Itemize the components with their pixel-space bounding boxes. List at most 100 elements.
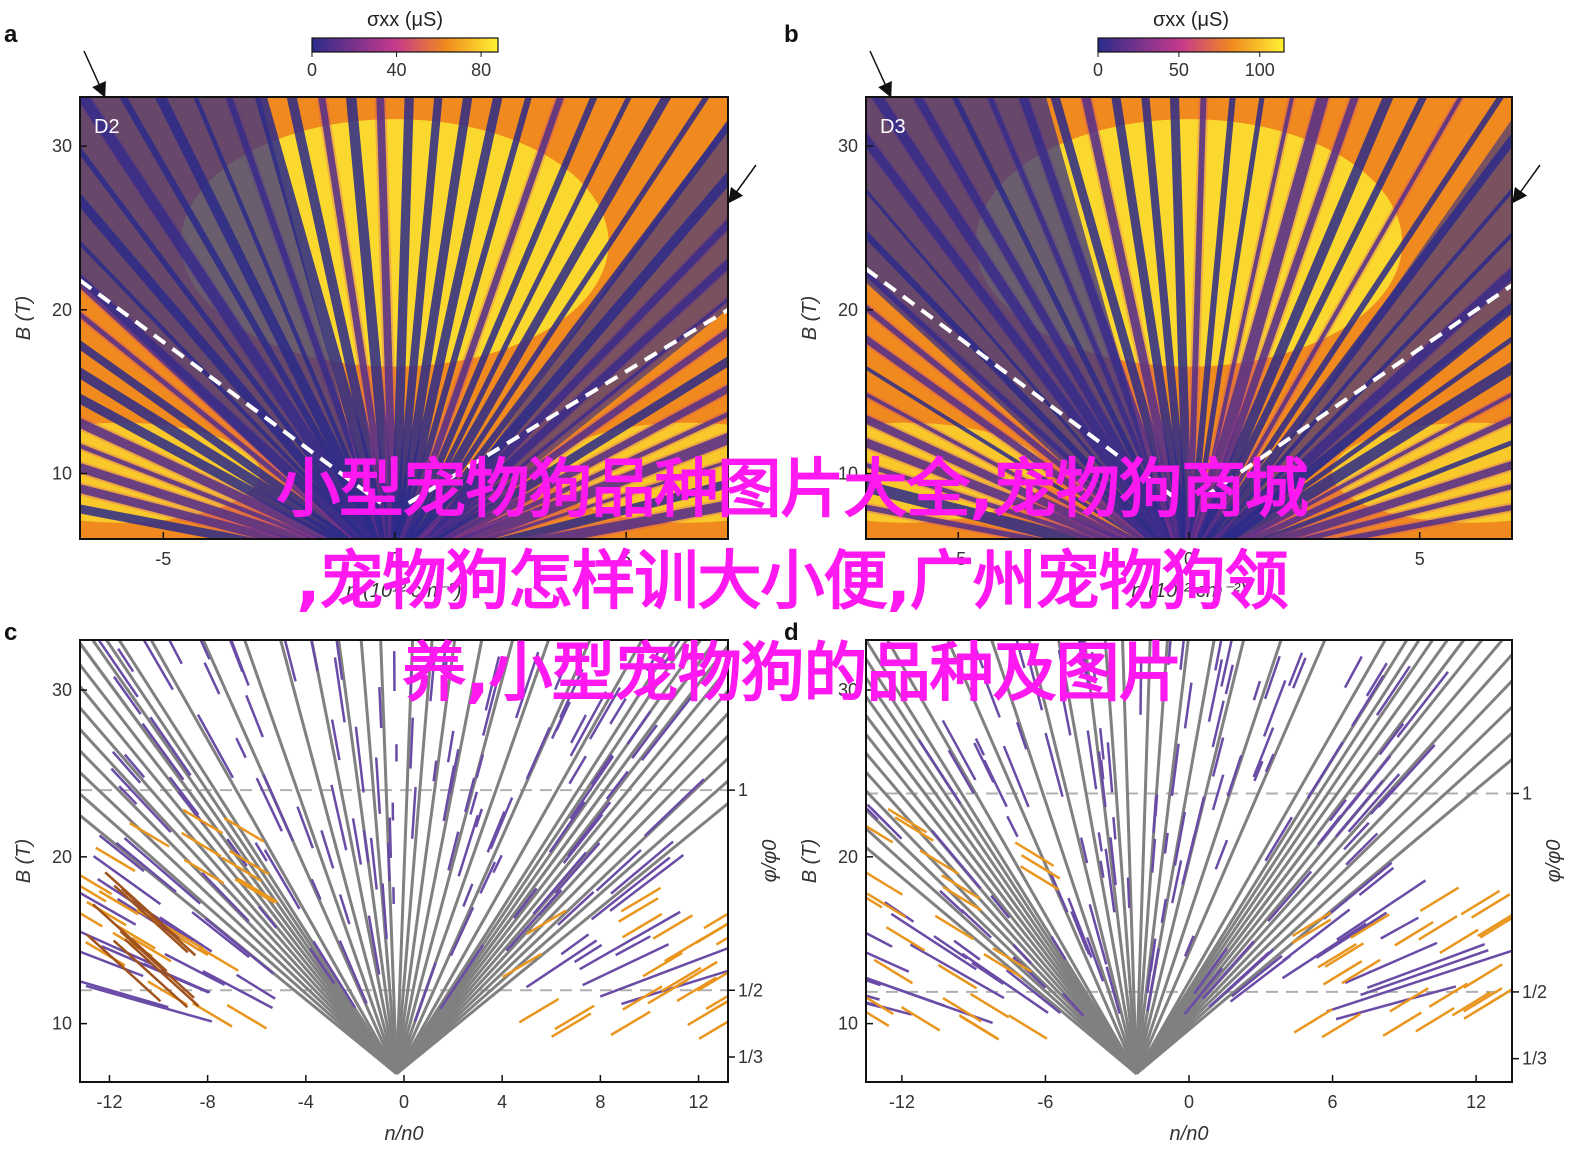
fan-segment-purple: [312, 940, 357, 1009]
heatmap-low-ray: [456, 432, 728, 539]
heatmap-mid-ray: [866, 412, 1139, 539]
fan-segment-purple: [351, 818, 363, 865]
fan-segment-purple: [80, 980, 169, 1009]
fan-line-gray: [866, 713, 1138, 1075]
fan-segment-purple: [1345, 832, 1379, 866]
heatmap-low-ray: [866, 334, 1153, 539]
fan-segment-purple: [1207, 659, 1224, 723]
right-axis-tick-label: 1: [1522, 783, 1532, 803]
plot-area-c: [80, 640, 728, 1075]
fan-segment-orange: [1389, 987, 1429, 1013]
fan-segment-purple: [1252, 680, 1262, 701]
fan-segment-purple: [1027, 659, 1044, 711]
colorbar-a: [311, 37, 499, 53]
x-tick-label: 12: [689, 1092, 709, 1112]
fan-segment-purple: [1211, 700, 1225, 748]
fan-segment-purple: [1088, 904, 1108, 965]
fan-line-gray: [395, 640, 484, 1074]
fan-segment-orange: [131, 936, 172, 963]
heatmap-low-ray: [1081, 97, 1188, 539]
fan-segment-orange: [677, 960, 718, 987]
fan-segment-purple: [1167, 640, 1172, 665]
fan-segment-purple: [566, 801, 612, 857]
fan-segment-purple: [514, 651, 540, 719]
fan-segment-orange: [181, 831, 222, 858]
fan-segment-orange: [937, 963, 978, 990]
fan-segment-orange: [115, 923, 156, 950]
heatmap-low-wedge: [426, 119, 728, 539]
fan-segment-purple: [257, 905, 278, 929]
fan-segment-orange: [1020, 854, 1061, 880]
fan-segment-orange: [1439, 928, 1479, 955]
heatmap-low-ray: [396, 97, 503, 539]
fan-segment-orange: [198, 946, 239, 972]
x-tick-label: 5: [621, 549, 631, 569]
fan-segment-orange: [1321, 1012, 1362, 1039]
fan-segment-orange: [618, 897, 659, 923]
fan-segment-purple: [557, 891, 595, 926]
fan-segment-purple: [310, 640, 319, 672]
right-axis-tick-label: 1/3: [1522, 1049, 1547, 1069]
heatmap-low-ray: [80, 504, 262, 539]
overlay-line-1: 小型宠物狗品种图片大全,宠物狗商城: [276, 453, 1308, 527]
fan-segment-orange: [1007, 1014, 1048, 1040]
fan-segment-orange: [80, 911, 103, 928]
fan-segment-purple: [1098, 728, 1105, 760]
fan-segment-purple: [308, 947, 336, 985]
heatmap-low-ray: [345, 97, 398, 539]
heatmap-low-ray: [1258, 439, 1512, 539]
y-tick-label: 10: [52, 464, 72, 484]
fan-line-gray: [1135, 640, 1505, 1075]
fan-segment-purple: [203, 662, 221, 695]
y-tick-label: 20: [838, 300, 858, 320]
heatmap-low-ray: [1203, 97, 1464, 539]
fan-segment-orange: [703, 912, 728, 930]
fan-segment-orange: [715, 936, 728, 946]
colorbar-tick-label: 0: [1093, 60, 1103, 80]
heatmap-low-ray: [1268, 460, 1512, 539]
fan-segment-purple: [335, 640, 344, 680]
fan-segment-purple: [1231, 954, 1283, 998]
fan-segment-orange: [621, 912, 663, 939]
x-tick-label: -5: [155, 549, 171, 569]
fan-segment-purple: [1015, 640, 1026, 669]
heatmap-low-ray: [406, 97, 632, 539]
right-axis-tick-label: 1: [738, 780, 748, 800]
fan-segment-purple: [569, 755, 615, 820]
fan-segment-orange: [873, 958, 914, 985]
heatmap-low-ray: [866, 414, 1134, 539]
fan-segment-purple: [1002, 745, 1030, 808]
fan-line-gray: [990, 640, 1138, 1075]
fan-segment-purple: [1262, 679, 1287, 737]
fan-segment-purple: [1160, 898, 1168, 924]
fan-line-gray: [866, 788, 1138, 1075]
fan-line-gray: [80, 791, 398, 1075]
fan-segment-purple: [1253, 760, 1264, 782]
fan-segment-orange: [526, 909, 567, 935]
panel-letter-c: c: [4, 619, 17, 646]
fan-segment-orange: [501, 952, 543, 979]
heatmap-low-ray: [494, 479, 728, 539]
fan-segment-purple: [560, 933, 590, 956]
heatmap-mid-ray: [866, 301, 1160, 539]
device-label-a: D2: [94, 116, 120, 138]
colorbar-tick-label: 0: [307, 60, 317, 80]
fan-segment-orange: [1463, 994, 1503, 1020]
fan-segment-brown: [85, 933, 162, 1003]
heatmap-mid-ray: [438, 382, 728, 539]
fan-segment-brown: [92, 903, 168, 972]
fan-segment-orange: [98, 890, 140, 916]
fan-segment-orange: [550, 1012, 592, 1038]
fan-segment-purple: [1139, 661, 1143, 715]
fan-segment-purple: [1226, 755, 1243, 797]
heatmap-low-ray: [393, 97, 443, 539]
y-tick-label: 30: [838, 136, 858, 156]
y-tick-label: 10: [52, 1014, 72, 1034]
fan-segment-purple: [610, 840, 674, 895]
fan-segment-purple: [870, 807, 903, 840]
fan-segment-purple: [582, 943, 670, 987]
fan-segment-purple: [1077, 640, 1085, 672]
heatmap-low-ray: [866, 462, 1104, 539]
fan-line-gray: [1135, 640, 1466, 1075]
right-axis-tick-label: 1/2: [738, 980, 763, 1000]
